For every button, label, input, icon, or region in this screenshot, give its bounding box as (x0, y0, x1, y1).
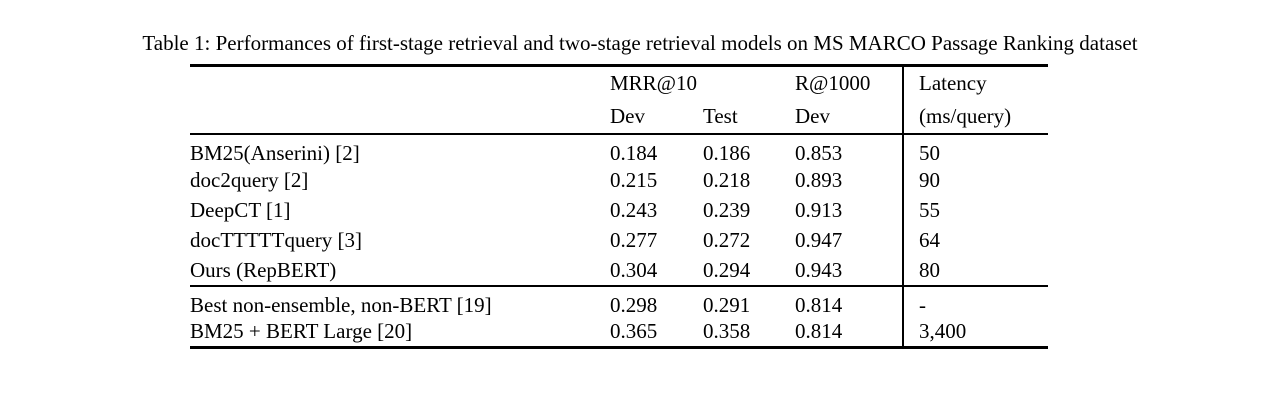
latency-value: 90 (902, 165, 1048, 196)
results-table: MRR@10 R@1000 Latency Dev Test Dev (ms/q… (190, 64, 1048, 349)
r1000-dev-value: 0.947 (795, 228, 843, 252)
latency-value: 80 (902, 255, 1048, 286)
mrr-test-value: 0.272 (703, 228, 751, 252)
header-row-sub: Dev Test Dev (ms/query) (190, 99, 1048, 134)
latency-value: 55 (902, 195, 1048, 226)
table-row: docTTTTTquery [3] 0.277 0.272 0.947 64 (190, 225, 1048, 256)
latency-value: 50 (902, 133, 1048, 166)
mrr-dev-value: 0.277 (610, 228, 658, 252)
mrr-test-value: 0.294 (703, 257, 751, 282)
mrr-dev-value: 0.184 (610, 140, 658, 165)
table-header: MRR@10 R@1000 Latency Dev Test Dev (ms/q… (190, 65, 1048, 134)
latency-value: - (902, 285, 1048, 318)
model-name: doc2query [2] (190, 168, 309, 192)
table-row: doc2query [2] 0.215 0.218 0.893 90 (190, 165, 1048, 196)
table-caption: Table 1: Performances of first-stage ret… (142, 31, 1138, 55)
table-row: BM25 + BERT Large [20] 0.365 0.358 0.814… (190, 317, 1048, 348)
table-row: Ours (RepBERT) 0.304 0.294 0.943 80 (190, 255, 1048, 286)
mrr-dev-value: 0.298 (610, 292, 658, 317)
mrr-dev-value: 0.304 (610, 257, 658, 282)
model-name: BM25(Anserini) [2] (190, 140, 360, 165)
header-row-groups: MRR@10 R@1000 Latency (190, 65, 1048, 100)
header-mrr-test: Test (703, 103, 738, 128)
header-empty-cell (190, 66, 610, 100)
r1000-dev-value: 0.893 (795, 168, 843, 192)
model-name: Best non-ensemble, non-BERT [19] (190, 292, 492, 317)
table-row: DeepCT [1] 0.243 0.239 0.913 55 (190, 195, 1048, 226)
first-stage-group: BM25(Anserini) [2] 0.184 0.186 0.853 50 … (190, 133, 1048, 286)
header-mrr-dev: Dev (610, 103, 645, 128)
model-name: docTTTTTquery [3] (190, 228, 363, 252)
table-row: BM25(Anserini) [2] 0.184 0.186 0.853 50 (190, 133, 1048, 166)
header-empty-cell (190, 100, 610, 134)
header-latency-unit: (ms/query) (902, 99, 1048, 134)
latency-value: 3,400 (902, 317, 1048, 348)
header-latency-title: Latency (902, 65, 1048, 100)
header-mrr-group: MRR@10 (610, 70, 698, 95)
two-stage-group: Best non-ensemble, non-BERT [19] 0.298 0… (190, 285, 1048, 348)
r1000-dev-value: 0.913 (795, 198, 843, 222)
mrr-test-value: 0.239 (703, 198, 751, 222)
r1000-dev-value: 0.853 (795, 140, 843, 165)
mrr-test-value: 0.186 (703, 140, 751, 165)
r1000-dev-value: 0.814 (795, 319, 843, 344)
mrr-test-value: 0.218 (703, 168, 751, 192)
mrr-dev-value: 0.215 (610, 168, 658, 192)
table-row: Best non-ensemble, non-BERT [19] 0.298 0… (190, 285, 1048, 318)
model-name: Ours (RepBERT) (190, 257, 337, 282)
mrr-test-value: 0.291 (703, 292, 751, 317)
model-name: DeepCT [1] (190, 198, 291, 222)
header-r1000-group: R@1000 (795, 70, 871, 95)
mrr-test-value: 0.358 (703, 319, 751, 344)
header-r1000-dev: Dev (795, 103, 830, 128)
mrr-dev-value: 0.365 (610, 319, 658, 344)
model-name: BM25 + BERT Large [20] (190, 319, 413, 344)
r1000-dev-value: 0.943 (795, 257, 843, 282)
r1000-dev-value: 0.814 (795, 292, 843, 317)
latency-value: 64 (902, 225, 1048, 256)
mrr-dev-value: 0.243 (610, 198, 658, 222)
